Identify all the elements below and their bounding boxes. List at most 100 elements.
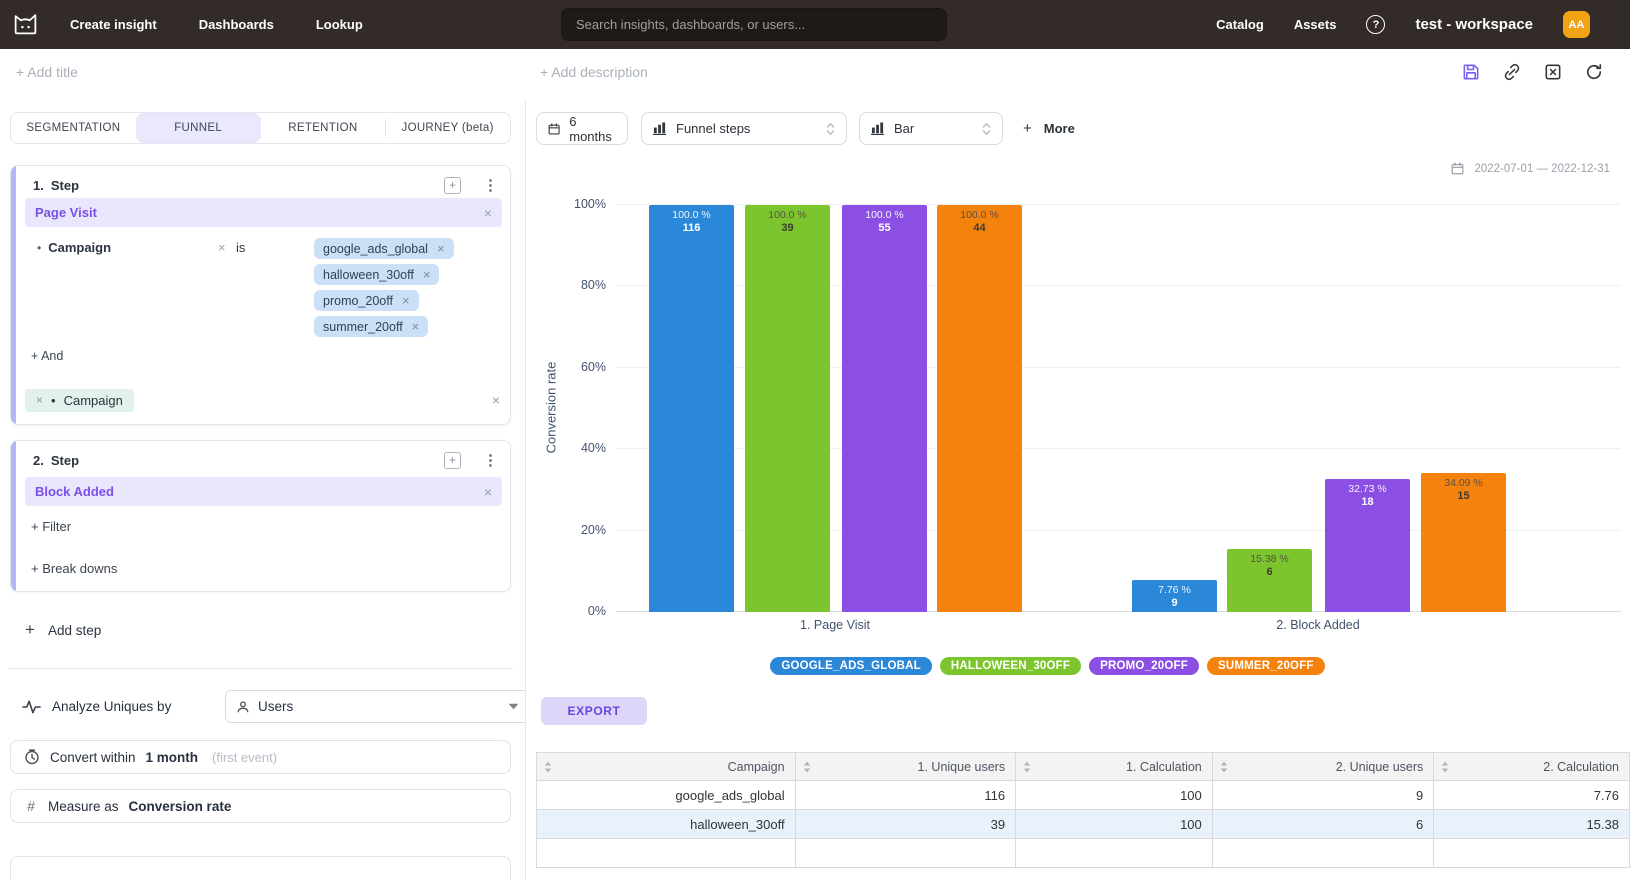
bar-promo_20off-step-2[interactable]: 32.73 % 18 — [1325, 478, 1410, 612]
column-header-label: 1. Unique users — [917, 759, 1006, 774]
funnel-step-2-card: 2. Step + ⋮ Block Added × + Filter + Bre… — [10, 440, 511, 592]
bar-google_ads_global-step-2[interactable]: 7.76 % 9 — [1132, 580, 1217, 612]
breakdown-pill-campaign[interactable]: × • Campaign — [25, 388, 134, 412]
legend-pill-halloween_30off[interactable]: HALLOWEEN_30OFF — [939, 657, 1082, 675]
step-menu-kebab-icon[interactable]: ⋮ — [483, 176, 498, 194]
nav-dashboards[interactable]: Dashboards — [198, 17, 274, 32]
legend-pill-promo_20off[interactable]: PROMO_20OFF — [1089, 657, 1199, 675]
bar-halloween_30off-step-2[interactable]: 15.38 % 6 — [1227, 549, 1312, 612]
event-selector-block-added[interactable]: Block Added × — [25, 477, 502, 506]
column-header-1-calculation[interactable]: 1. Calculation — [1015, 752, 1213, 781]
column-header-1-unique-users[interactable]: 1. Unique users — [794, 752, 1017, 781]
date-range-button[interactable]: 6 months — [536, 112, 628, 145]
remove-event-icon[interactable]: × — [483, 483, 492, 500]
conversion-window-box[interactable]: Convert within 1 month (first event) — [10, 740, 511, 774]
measure-as-box[interactable]: # Measure as Conversion rate — [10, 789, 511, 823]
sort-icon[interactable] — [803, 761, 811, 773]
legend-pill-summer_20off[interactable]: SUMMER_20OFF — [1206, 657, 1325, 675]
filter-value-promo_20off[interactable]: promo_20off × — [314, 290, 419, 311]
export-button[interactable]: EXPORT — [541, 697, 647, 725]
remove-filter-icon[interactable]: × — [218, 240, 226, 255]
nav-assets[interactable]: Assets — [1293, 17, 1337, 32]
nav-lookup[interactable]: Lookup — [315, 17, 363, 32]
remove-value-icon[interactable]: × — [401, 293, 410, 308]
step-menu-kebab-icon[interactable]: ⋮ — [483, 451, 498, 469]
breakdown-label: Campaign — [63, 392, 123, 408]
add-event-icon[interactable]: + — [444, 176, 461, 194]
table-cell: 39 — [794, 809, 1017, 839]
filter-value-halloween_30off[interactable]: halloween_30off × — [314, 264, 440, 285]
add-event-icon[interactable]: + — [444, 451, 461, 469]
chart-panel: 6 months Funnel steps Bar + More — [525, 100, 1630, 880]
filter-operator[interactable]: is — [236, 240, 246, 255]
save-icon[interactable] — [1461, 62, 1481, 82]
bar-promo_20off-step-1[interactable]: 100.0 % 55 — [842, 205, 927, 612]
remove-value-icon[interactable]: × — [411, 319, 420, 334]
add-title-button[interactable]: + Add title — [16, 64, 78, 80]
help-icon[interactable]: ? — [1366, 15, 1386, 34]
add-description-button[interactable]: + Add description — [540, 64, 648, 80]
filter-value-label: google_ads_global — [323, 241, 428, 256]
sort-icon[interactable] — [1220, 761, 1228, 773]
remove-breakdown-icon[interactable]: × — [36, 393, 44, 407]
sort-icon[interactable] — [1441, 761, 1449, 773]
close-insight-icon[interactable] — [1543, 62, 1563, 82]
bullet-icon: • — [37, 241, 42, 255]
insight-title-bar: + Add title + Add description — [0, 49, 1630, 100]
chart-type-select[interactable]: Bar — [859, 112, 1003, 145]
bar-percent-label: 32.73 % — [1348, 482, 1387, 495]
table-cell: halloween_30off — [536, 809, 796, 839]
secondary-nav: Catalog Assets ? test - workspace AA — [1216, 0, 1590, 49]
add-and-filter-button[interactable]: + And — [31, 349, 64, 363]
copy-link-icon[interactable] — [1502, 62, 1522, 82]
remove-value-icon[interactable]: × — [436, 241, 445, 256]
tab-segmentation[interactable]: SEGMENTATION — [26, 122, 121, 134]
add-step-button[interactable]: + Add step — [25, 620, 101, 640]
select-arrows-icon — [982, 122, 991, 135]
filter-value-label: halloween_30off — [323, 267, 414, 282]
gridline — [616, 285, 1621, 287]
nav-catalog[interactable]: Catalog — [1216, 17, 1264, 32]
table-cell: 116 — [794, 780, 1017, 810]
refresh-icon[interactable] — [1584, 62, 1604, 82]
bar-google_ads_global-step-1[interactable]: 100.0 % 116 — [649, 205, 734, 612]
add-breakdowns-button[interactable]: + Break downs — [31, 561, 118, 576]
remove-event-icon[interactable]: × — [483, 204, 492, 221]
more-options-button[interactable]: + More — [1023, 112, 1075, 145]
bar-summer_20off-step-1[interactable]: 100.0 % 44 — [937, 205, 1022, 612]
person-icon — [237, 700, 249, 712]
filter-value-google_ads_global[interactable]: google_ads_global × — [314, 238, 454, 259]
filter-value-summer_20off[interactable]: summer_20off × — [314, 316, 429, 337]
add-filter-button[interactable]: + Filter — [31, 519, 72, 534]
remove-value-icon[interactable]: × — [422, 267, 431, 282]
bar-count-label: 55 — [878, 222, 891, 234]
column-header-2-unique-users[interactable]: 2. Unique users — [1211, 752, 1435, 781]
additional-option-box[interactable] — [10, 856, 511, 880]
event-selector-page-visit[interactable]: Page Visit × — [25, 198, 502, 227]
app-logo-cat-icon[interactable] — [10, 10, 40, 40]
tab-retention[interactable]: RETENTION — [288, 122, 358, 134]
tab-journey-beta[interactable]: JOURNEY (beta) — [385, 113, 510, 143]
remove-breakdown-row-icon[interactable]: × — [491, 392, 500, 408]
breakdown-row: × • Campaign × — [25, 387, 500, 413]
chevron-down-icon — [508, 703, 519, 710]
column-header-2-calculation[interactable]: 2. Calculation — [1433, 752, 1630, 781]
column-header-campaign[interactable]: Campaign — [536, 752, 796, 781]
nav-create-insight[interactable]: Create insight — [70, 17, 157, 32]
filter-property[interactable]: Campaign — [48, 240, 112, 255]
tab-funnel[interactable]: FUNNEL — [135, 113, 261, 143]
bar-summer_20off-step-2[interactable]: 34.09 % 15 — [1421, 473, 1506, 612]
legend-pill-google_ads_global[interactable]: GOOGLE_ADS_GLOBAL — [770, 657, 932, 675]
analyze-by-select[interactable]: Users — [225, 690, 530, 723]
bar-count-label: 116 — [682, 222, 701, 234]
search-input[interactable] — [561, 8, 947, 41]
chart-kind-select[interactable]: Funnel steps — [641, 112, 847, 145]
avatar[interactable]: AA — [1563, 11, 1590, 38]
sort-icon[interactable] — [1023, 761, 1031, 773]
date-range-text: 2022-07-01 — 2022-12-31 — [1474, 162, 1610, 175]
column-header-label: 2. Unique users — [1335, 759, 1424, 774]
sort-icon[interactable] — [544, 761, 552, 773]
bar-halloween_30off-step-1[interactable]: 100.0 % 39 — [745, 205, 830, 612]
workspace-switcher[interactable]: test - workspace — [1415, 16, 1533, 33]
top-navigation-bar: Create insight Dashboards Lookup Catalog A… — [0, 0, 1630, 49]
